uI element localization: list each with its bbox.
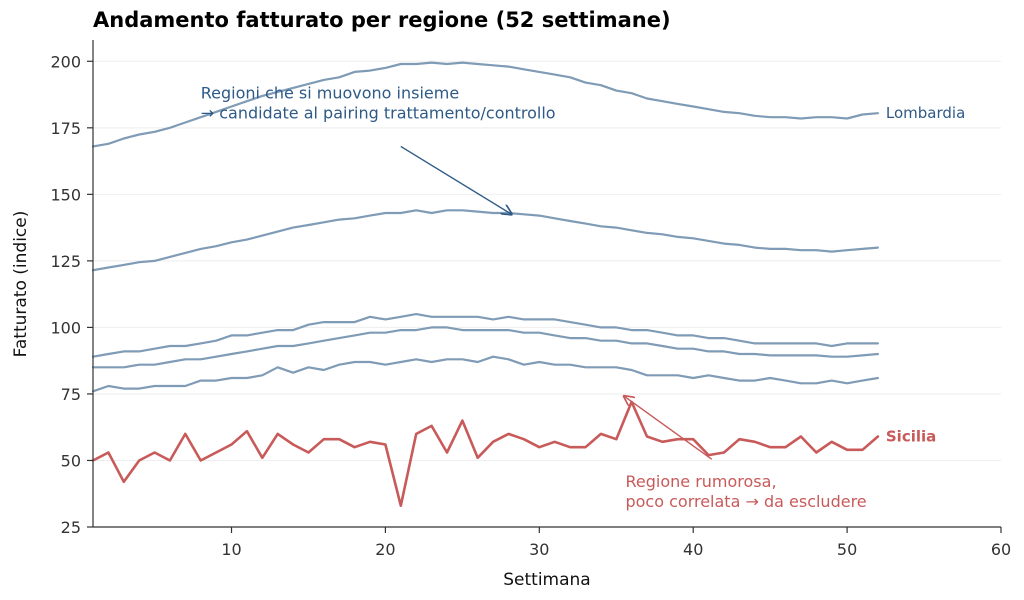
annotation-text-corr: → candidate al pairing trattamento/contr…: [201, 104, 556, 123]
x-tick-label: 30: [529, 540, 549, 559]
annotation-layer: Regioni che si muovono insieme→ candidat…: [201, 84, 867, 512]
series-line: [91, 209, 880, 272]
x-tick-label: 60: [991, 540, 1011, 559]
x-tick-label: 10: [221, 540, 241, 559]
annotation-text-noisy: Regione rumorosa,: [625, 472, 776, 491]
annotation-text-corr: Regioni che si muovono insieme: [201, 84, 459, 103]
series-label: Lombardia: [886, 104, 965, 122]
series-line: [91, 400, 880, 508]
y-tick-label: 125: [50, 252, 81, 271]
y-tick-label: 200: [50, 52, 81, 71]
axis-layer: 25 50 75 100 125 150 175 200 10 20 30 40 50 60: [50, 40, 1011, 559]
series-line: [91, 313, 880, 358]
y-tick-label: 75: [61, 385, 81, 404]
y-tick-label: 25: [61, 518, 81, 537]
series-line: [91, 355, 880, 393]
annotation-text-noisy: poco correlata → da escludere: [625, 492, 866, 511]
y-tick-label: 175: [50, 119, 81, 138]
x-tick-label: 20: [375, 540, 395, 559]
x-tick-label: 50: [837, 540, 857, 559]
annotation-arrow-noisy: [624, 396, 713, 460]
chart-title: Andamento fatturato per regione (52 sett…: [93, 8, 671, 32]
y-axis-label: Fatturato (indice): [11, 211, 31, 358]
annotation-arrow-corr: [400, 145, 512, 214]
series-line: [91, 326, 880, 369]
y-tick-label: 50: [61, 451, 81, 470]
x-axis-label: Settimana: [503, 570, 590, 590]
y-tick-label: 150: [50, 185, 81, 204]
series-layer: Lombardia Sicilia: [91, 61, 965, 508]
y-tick-label: 100: [50, 318, 81, 337]
series-line: [91, 61, 880, 148]
x-tick-label: 40: [683, 540, 703, 559]
grid-layer: [93, 60, 1001, 528]
series-label: Sicilia: [886, 428, 936, 446]
